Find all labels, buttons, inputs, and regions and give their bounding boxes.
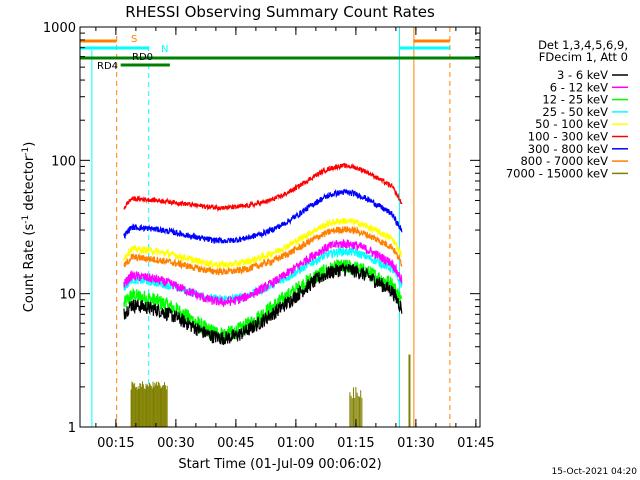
x-tick-label: 01:45	[457, 436, 494, 451]
series-line	[123, 217, 402, 269]
legend: Det 1,3,4,5,6,9,FDecim 1, Att 0 3 - 6 keV…	[506, 38, 628, 180]
y-tick-label: 1	[68, 421, 76, 436]
legend-entry-label: 800 - 7000 keV	[520, 154, 608, 168]
legend-entry-label: 100 - 300 keV	[528, 130, 608, 144]
x-axis-label: Start Time (01-Jul-09 00:06:02)	[178, 457, 381, 472]
timestamp: 15-Oct-2021 04:20	[552, 467, 638, 477]
legend-entry-label: 300 - 800 keV	[528, 142, 608, 156]
legend-entry-label: 7000 - 15000 keV	[506, 166, 608, 180]
legend-header: Det 1,3,4,5,6,9,	[538, 38, 628, 52]
state-annotation: S	[131, 34, 137, 45]
series-line	[123, 162, 403, 213]
legend-entry-label: 50 - 100 keV	[535, 117, 608, 131]
series-line	[123, 262, 403, 346]
series-line	[123, 188, 403, 245]
series-line	[123, 258, 403, 342]
y-axis-label: Count Rate (s-1 detector-1)	[21, 142, 37, 313]
axes: 00:15 00:30 00:45 01:00 01:15 01:30 01:45 1 10 10…	[43, 21, 495, 451]
x-tick-label: 01:00	[277, 436, 314, 451]
x-tick-label: 00:45	[217, 436, 254, 451]
chart-title: RHESSI Observing Summary Count Rates	[125, 3, 435, 21]
legend-entry-label: 25 - 50 keV	[542, 105, 608, 119]
legend-entry-label: 12 - 25 keV	[542, 93, 608, 107]
y-tick-label: 10	[59, 288, 76, 303]
x-tick-label: 01:15	[337, 436, 374, 451]
state-annotation: RD0	[132, 52, 153, 63]
x-tick-label: 00:15	[97, 436, 134, 451]
legend-entry-label: 6 - 12 keV	[550, 80, 608, 94]
plot-area: S N RD0 RD4	[80, 27, 480, 427]
y-tick-label: 100	[51, 154, 76, 169]
series-line	[123, 225, 403, 276]
plot-frame	[79, 26, 481, 428]
legend-header: FDecim 1, Att 0	[539, 50, 628, 64]
y-tick-label: 1000	[43, 21, 76, 36]
legend-entry-label: 3 - 6 keV	[557, 68, 608, 82]
state-annotation: N	[161, 44, 168, 55]
state-annotation: RD4	[97, 61, 118, 72]
series-line	[123, 238, 403, 308]
x-tick-label: 00:30	[157, 436, 194, 451]
x-tick-label: 01:30	[397, 436, 434, 451]
